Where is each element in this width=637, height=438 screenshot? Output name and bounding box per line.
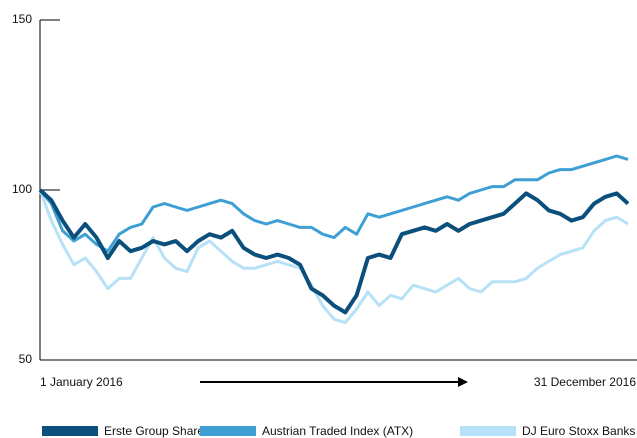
y-tick-label: 50 [19, 352, 33, 366]
legend-label: Austrian Traded Index (ATX) [262, 424, 413, 438]
series-line [38, 154, 629, 253]
end-label: 31 December 2016 [534, 375, 636, 389]
series-line [38, 189, 629, 325]
y-tick-label: 150 [12, 12, 32, 26]
series-line [38, 188, 630, 315]
start-label: 1 January 2016 [40, 375, 123, 389]
y-tick-label: 100 [12, 182, 32, 196]
legend-label: Erste Group Share [104, 424, 204, 438]
legend-label: DJ Euro Stoxx Banks [522, 424, 635, 438]
legend-swatch [200, 426, 256, 436]
legend-swatch [460, 426, 516, 436]
legend-swatch [42, 426, 98, 436]
